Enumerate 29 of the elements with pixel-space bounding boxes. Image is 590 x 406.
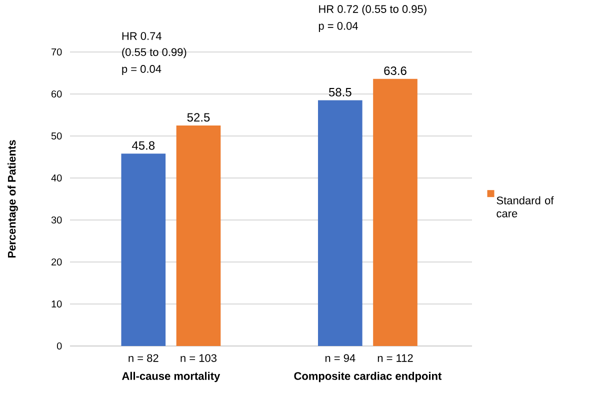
annotation: (0.55 to 0.99) (122, 48, 186, 58)
data-label: 63.6 (384, 66, 406, 75)
data-label: 58.5 (328, 88, 352, 96)
text: HR 0.74 (122, 32, 162, 40)
legend-label: Standard of care (496, 196, 554, 218)
y-tick-label: 20 (52, 258, 62, 266)
y-tick-label: 70 (52, 48, 62, 56)
bar (318, 100, 362, 346)
x-tick-label: Composite cardiac endpoint (294, 372, 442, 382)
text: HR 0.72 (0.55 to 0.95) (319, 4, 426, 16)
text: n = 103 (180, 354, 216, 362)
text: n = 94 (325, 354, 356, 362)
bar (121, 154, 166, 346)
x-tick-label: All-cause mortality (122, 372, 220, 382)
y-tick-label: 0 (56, 342, 62, 350)
annotation: p = 0.04 (122, 65, 162, 76)
bar (176, 125, 221, 346)
y-tick-label: 40 (51, 174, 62, 182)
data-label: 45.8 (132, 141, 155, 150)
text: n = 82 (128, 354, 158, 362)
y-tick-label: 50 (51, 132, 62, 140)
bar (373, 78, 418, 346)
y-axis-title: Percentage of Patients (8, 140, 18, 258)
data-label: 52.5 (187, 113, 210, 122)
y-tick-label: 30 (51, 216, 62, 224)
text: p = 0.04 (318, 22, 358, 32)
y-tick-label: 60 (52, 90, 62, 98)
text: n = 112 (378, 354, 413, 362)
y-tick-label: 10 (52, 300, 62, 308)
